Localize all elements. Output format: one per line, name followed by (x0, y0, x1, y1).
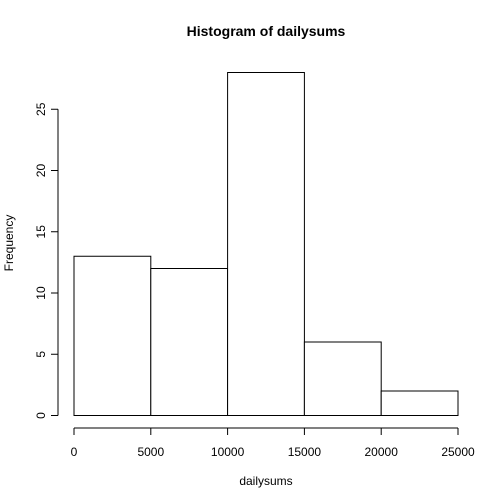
histogram-bar (73, 255, 152, 416)
x-tick-label: 25000 (441, 445, 475, 459)
y-axis: 0 5 10 15 20 25 (34, 102, 59, 419)
x-tick-label: 20000 (365, 445, 399, 459)
y-tick-label: 10 (34, 286, 48, 300)
x-tick-label: 15000 (288, 445, 322, 459)
histogram-bar (150, 268, 229, 416)
y-tick-label: 5 (34, 351, 48, 358)
x-tick-label: 10000 (211, 445, 245, 459)
chart-title: Histogram of dailysums (187, 23, 346, 39)
y-tick-label: 0 (34, 412, 48, 419)
histogram-bar (227, 72, 305, 416)
y-tick-label: 20 (34, 164, 48, 178)
y-tick-label: 15 (34, 225, 48, 239)
bars-group (73, 72, 459, 416)
y-axis-label: Frequency (2, 215, 16, 272)
x-tick-label: 5000 (137, 445, 164, 459)
x-axis: 0 5000 10000 15000 20000 25000 (71, 427, 475, 459)
x-tick-label: 0 (71, 445, 78, 459)
x-axis-label: dailysums (239, 474, 292, 488)
histogram-bar (303, 341, 382, 416)
histogram-bar (380, 390, 459, 416)
y-tick-label: 25 (34, 102, 48, 116)
